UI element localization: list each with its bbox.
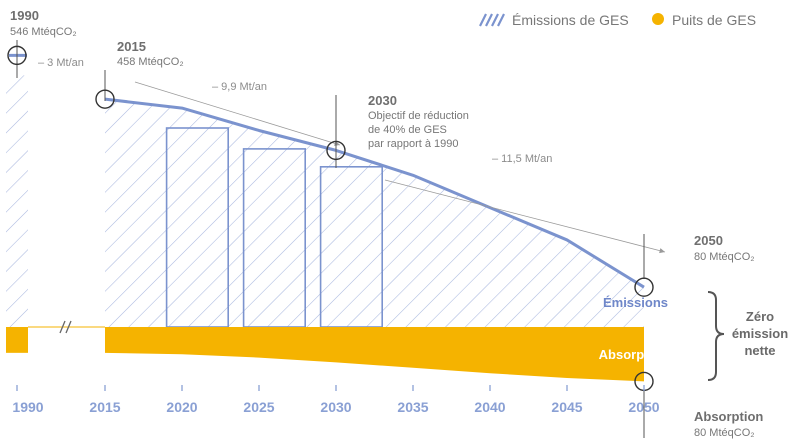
rate-arrow-2030-2050-shaft: [384, 179, 666, 253]
rate-arrow-2015-2030-shaft: [134, 81, 341, 146]
marker-2030: [326, 140, 346, 161]
series-label-emissions: Émissions: [603, 295, 668, 310]
annotation-2050-year: 2050: [694, 233, 723, 248]
x-tick-label-2030: 2030: [320, 399, 351, 415]
rate-label-2030-2050: – 11,5 Mt/an: [492, 153, 552, 165]
rate-label-1990-2015: – 3 Mt/an: [38, 57, 84, 69]
zero-label-line-3: nette: [744, 343, 775, 358]
legend-label-emissions: Émissions de GES: [512, 12, 629, 28]
x-tick-label-2015: 2015: [89, 399, 120, 415]
annotation-2030: 2030 Objectif de réduction de 40% de GES…: [368, 93, 469, 150]
x-tick-label-2040: 2040: [474, 399, 505, 415]
zero-label-line-2: émission: [732, 326, 788, 341]
legend-swatch-sinks: [652, 13, 664, 25]
x-tick-label-2025: 2025: [243, 399, 274, 415]
rate-arrows-layer: [134, 81, 666, 254]
x-tick-label-2035: 2035: [397, 399, 428, 415]
legend-label-sinks: Puits de GES: [672, 12, 756, 28]
marker-2050: [634, 277, 654, 297]
absorption-area-1990: [6, 327, 28, 353]
zero-label-line-1: Zéro: [746, 309, 774, 324]
x-tick-label-2045: 2045: [551, 399, 582, 415]
x-tick-label-2050: 2050: [628, 399, 659, 415]
annotation-2030-line-3: par rapport à 1990: [368, 138, 459, 150]
annotation-2015: 2015 458 MtéqCO₂: [117, 39, 184, 68]
annotation-absorption-2050: Absorption 80 MtéqCO₂: [694, 409, 763, 439]
x-tick-label-1990: 1990: [12, 399, 43, 415]
rate-label-2015-2030: – 9,9 Mt/an: [212, 81, 267, 93]
annotation-1990-value: 546 MtéqCO₂: [10, 26, 77, 38]
annotation-absorption-label: Absorption: [694, 409, 763, 424]
emissions-area-1990: [6, 75, 28, 328]
emissions-line: [104, 97, 645, 289]
marker-1990: [7, 45, 27, 66]
annotation-2030-line-1: Objectif de réduction: [368, 110, 469, 122]
annotation-2030-line-2: de 40% de GES: [368, 124, 447, 136]
absorption-layer: [6, 320, 644, 382]
annotation-2050-value: 80 MtéqCO₂: [694, 251, 755, 263]
axis-break-mark-2: [65, 320, 72, 334]
series-label-absorption: Absorption: [599, 347, 668, 362]
legend-swatch-emissions: [479, 13, 505, 27]
area-layer: [6, 75, 644, 328]
annotation-2050: 2050 80 MtéqCO₂: [694, 233, 755, 263]
x-axis-ticks: 1990 2015 2020 2025 2030 2035 2040 2045 2050: [12, 385, 660, 415]
annotation-absorption-value: 80 MtéqCO₂: [694, 427, 755, 439]
annotation-2015-year: 2015: [117, 39, 146, 54]
emissions-area: [105, 99, 644, 328]
annotation-2030-year: 2030: [368, 93, 397, 108]
marker-2015: [95, 89, 115, 109]
absorption-area: [105, 327, 644, 382]
x-tick-label-2020: 2020: [166, 399, 197, 415]
annotation-1990: 1990 546 MtéqCO₂: [10, 8, 77, 38]
emissions-line-layer: [9, 53, 645, 289]
annotation-2015-value: 458 MtéqCO₂: [117, 56, 184, 68]
axis-break-mark-1: [59, 320, 66, 334]
zero-net-emission-bracket: Zéro émission nette: [707, 291, 788, 381]
markers-layer: [7, 40, 654, 438]
rate-arrow-2030-2050-head: [659, 248, 665, 254]
annotation-1990-year: 1990: [10, 8, 39, 23]
legend: Émissions de GES Puits de GES: [479, 12, 756, 28]
